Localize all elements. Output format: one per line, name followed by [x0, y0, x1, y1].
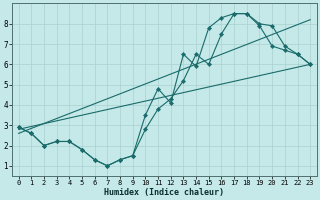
X-axis label: Humidex (Indice chaleur): Humidex (Indice chaleur)	[104, 188, 224, 197]
